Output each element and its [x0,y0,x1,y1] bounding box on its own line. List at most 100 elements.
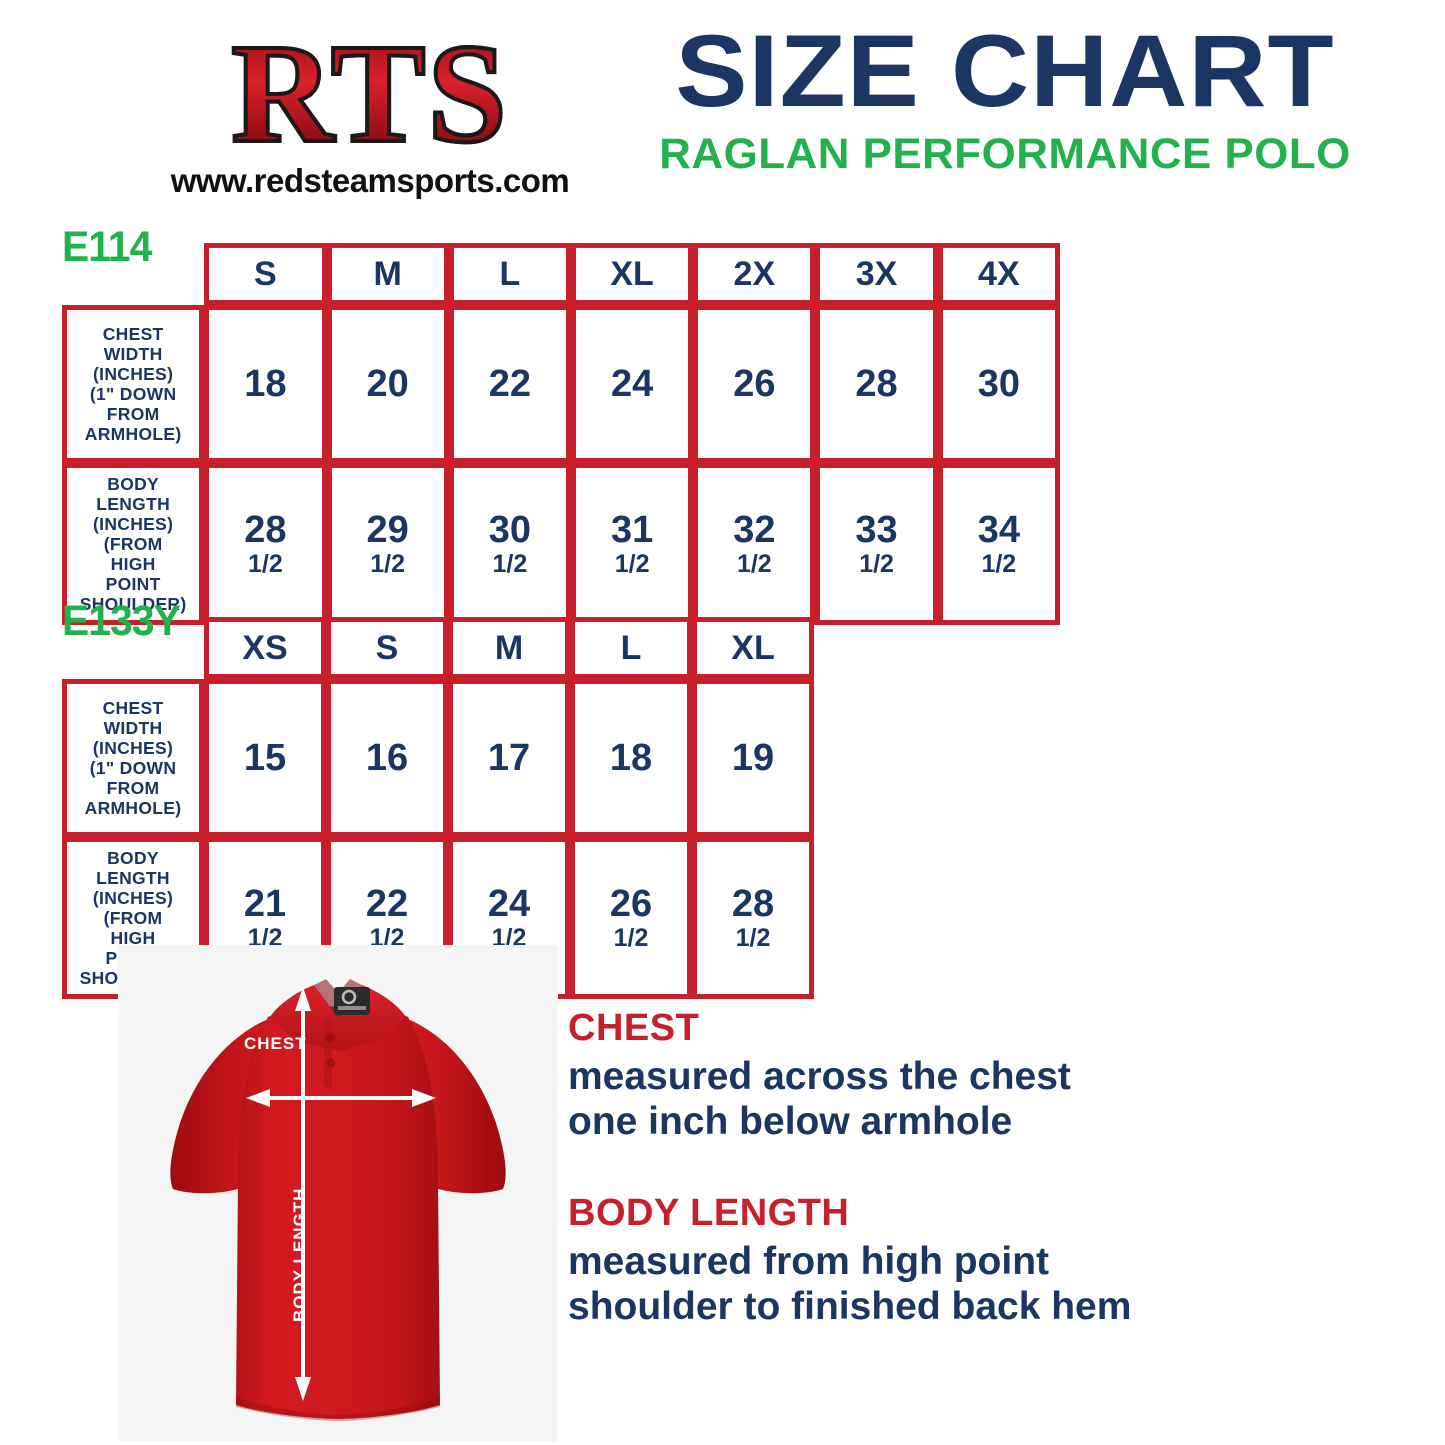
cell-whole: 21 [243,883,287,925]
table-cell: 24 [570,305,694,463]
column-header: 4X [937,243,1060,305]
table-header-row: XS S M L XL [62,617,814,679]
chest-arrow-label: CHEST [244,1034,307,1053]
table-cell: 28 1/2 [692,837,814,999]
definition-body-body-length: measured from high point shoulder to fin… [568,1239,1268,1329]
table-cell: 30 1/2 [448,463,571,625]
tag-brand-text [338,1006,366,1010]
page-header: RTS www.redsteamsports.com SIZE CHART RA… [0,0,1445,215]
shirt-button [326,1058,336,1068]
cell-fraction: 1/2 [735,924,771,952]
title-block: SIZE CHART RAGLAN PERFORMANCE POLO [659,18,1350,178]
table-header-row: S M L XL 2X 3X 4X [62,243,1060,305]
shirt-button [325,1033,335,1043]
row-label-line: BODY [107,474,160,494]
definitions-panel: CHEST measured across the chest one inch… [568,1007,1268,1329]
table-cell: 16 [326,679,448,837]
row-label-line: BODY [107,848,159,868]
cell-whole: 32 [733,509,776,551]
cell-whole: 29 [366,509,409,551]
column-header: S [204,243,327,305]
shirt-placket [324,1017,332,1091]
row-label-line: (INCHES) [93,364,174,384]
row-label-line: LENGTH [96,868,170,888]
table-cell: 19 [692,679,814,837]
brand-website: www.redsteamsports.com [170,162,570,199]
row-label: CHEST WIDTH (INCHES) (1" DOWN FROM ARMHO… [62,305,205,463]
row-label: CHEST WIDTH (INCHES) (1" DOWN FROM ARMHO… [62,679,204,837]
cell-whole: 24 [487,883,531,925]
table-cell: 18 [570,679,692,837]
row-label-line: (INCHES) [92,738,174,758]
body-length-arrow-head-top [295,987,311,1011]
definition-line: shoulder to finished back hem [568,1285,1132,1328]
cell-whole: 26 [609,883,653,925]
cell-whole: 28 [244,509,287,551]
column-header: M [448,617,570,679]
table-cell: 29 1/2 [326,463,449,625]
table-cell: 24 1/2 [448,837,570,999]
polo-shirt-illustration [118,945,558,1442]
body-length-arrow-label: BODY LENGTH [290,1187,309,1322]
column-header: L [570,617,692,679]
cell-fraction: 1/2 [613,924,649,952]
cell-fraction: 1/2 [859,550,894,578]
column-header: 2X [693,243,816,305]
definition-line: one inch below armhole [568,1100,1013,1143]
column-header: XL [692,617,814,679]
brand-logo: RTS www.redsteamsports.com [60,16,680,213]
row-label-line: (FROM [103,908,163,928]
table-cell: 26 1/2 [570,837,692,999]
page-title: SIZE CHART [675,14,1335,128]
column-header: M [326,243,449,305]
cell-whole: 31 [610,509,654,551]
polo-shirt-figure [118,945,558,1442]
row-label-line: HIGH [110,554,156,574]
cell-fraction: 1/2 [248,550,283,578]
cell-whole: 33 [855,509,898,551]
spacer [568,1144,1268,1192]
cell-fraction: 1/2 [492,550,528,578]
corner-blank [62,243,204,305]
row-label-line: FROM [106,404,160,424]
table-cell: 31 1/2 [570,463,694,625]
tag-logo-icon [341,989,357,1005]
page-subtitle: RAGLAN PERFORMANCE POLO [659,130,1351,178]
table-row: CHEST WIDTH (INCHES) (1" DOWN FROM ARMHO… [62,305,1060,463]
cell-fraction: 1/2 [614,550,650,578]
definition-heading-body-length: BODY LENGTH [568,1192,850,1234]
row-label: BODY LENGTH (INCHES) (FROM HIGH POINT SH… [62,463,205,625]
shirt-hem [236,1397,440,1421]
size-table-e133y: XS S M L XL CHEST WIDTH (INCHES) (1" DOW… [62,617,814,999]
size-table-e114: S M L XL 2X 3X 4X CHEST WIDTH (INCHES) (… [62,243,1060,625]
table-row: CHEST WIDTH (INCHES) (1" DOWN FROM ARMHO… [62,679,814,837]
table-cell: 33 1/2 [815,463,938,625]
column-header: L [448,243,571,305]
row-label-line: ARMHOLE) [84,424,182,444]
row-label-line: (INCHES) [92,888,174,908]
chest-arrow-head-left [246,1089,270,1107]
row-label-line: FROM [106,778,160,798]
table-cell: 28 1/2 [204,463,327,625]
definition-line: measured across the chest [568,1055,1071,1098]
row-label-line: HIGH [110,928,156,948]
table-cell: 15 [204,679,326,837]
row-label-line: (INCHES) [93,514,174,534]
table-cell: 26 [693,305,816,463]
definition-line: measured from high point [568,1240,1050,1283]
cell-fraction: 1/2 [370,550,406,578]
row-label-line: (FROM [103,534,163,554]
corner-blank [62,617,204,679]
table-cell: 34 1/2 [937,463,1060,625]
shirt-body [236,1006,440,1419]
measurement-guide-panel: CHEST BODY LENGTH CHEST measured across … [0,942,1445,1445]
row-label-line: POINT [105,574,161,594]
row-label-line: (1" DOWN [89,384,177,404]
chest-arrow-head-right [412,1089,436,1107]
table-row: BODY LENGTH (INCHES) (FROM HIGH POINT SH… [62,837,814,999]
row-label-line: CHEST [102,324,164,344]
definition-body-chest: measured across the chest one inch below… [568,1054,1268,1144]
row-label-line: WIDTH [103,344,163,364]
column-header: S [326,617,448,679]
table-row: BODY LENGTH (INCHES) (FROM HIGH POINT SH… [62,463,1060,625]
